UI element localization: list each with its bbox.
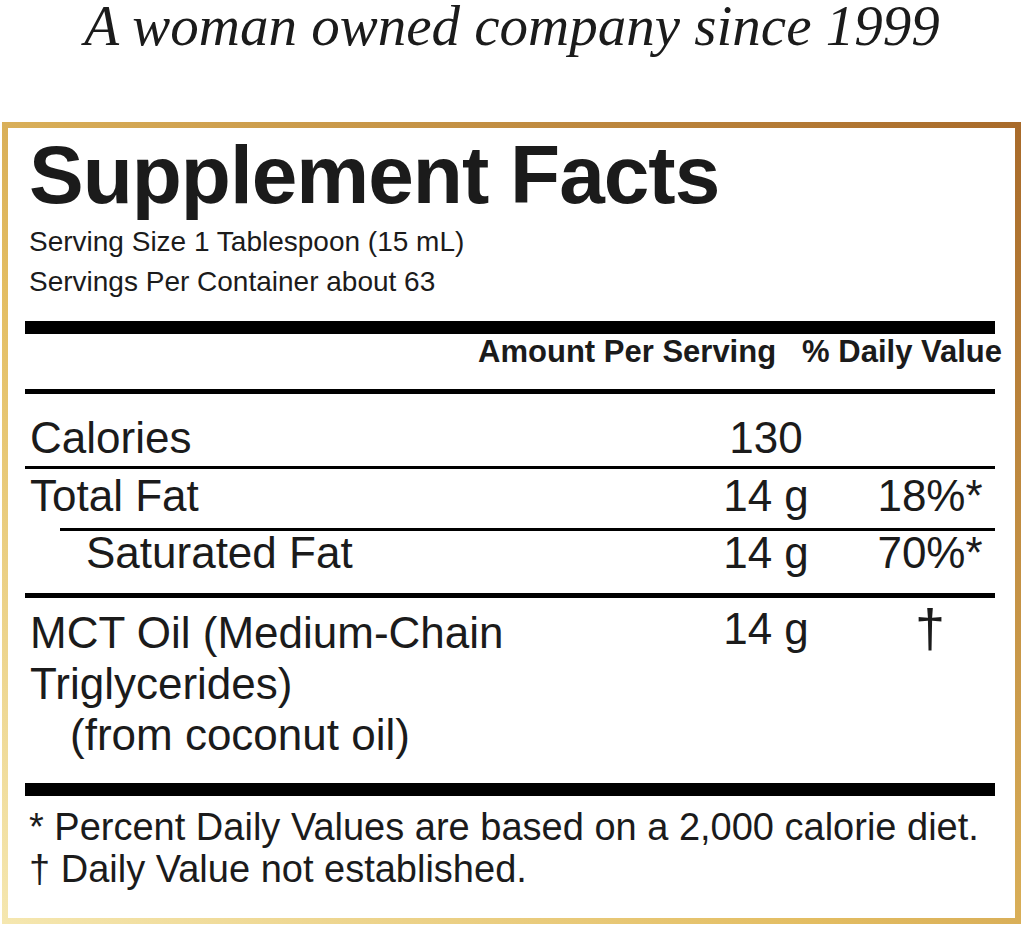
company-tagline: A woman owned company since 1999 <box>0 0 1024 58</box>
total-fat-label: Total Fat <box>25 474 667 518</box>
servings-per-container: Servings Per Container about 63 <box>29 268 435 296</box>
serving-size: Serving Size 1 Tablespoon (15 mL) <box>29 228 464 256</box>
saturated-fat-amount: 14 g <box>667 531 865 575</box>
saturated-fat-daily-value: 70%* <box>865 531 995 575</box>
divider-medium-2 <box>25 593 995 598</box>
amount-per-serving-header: Amount Per Serving <box>478 336 776 367</box>
facts-title: Supplement Facts <box>29 134 719 216</box>
mct-oil-label-line1: MCT Oil (Medium-Chain <box>30 608 504 657</box>
footnote-dagger: † Daily Value not established. <box>29 850 527 888</box>
divider-thin-1 <box>25 466 995 469</box>
row-calories: Calories 130 <box>25 416 995 460</box>
total-fat-amount: 14 g <box>667 474 865 518</box>
daily-value-header: % Daily Value <box>802 336 1002 367</box>
saturated-fat-label: Saturated Fat <box>25 531 667 575</box>
supplement-facts-box: Supplement Facts Serving Size 1 Tablespo… <box>2 122 1021 924</box>
divider-thick-bottom <box>25 783 995 796</box>
column-headers: Amount Per Serving % Daily Value <box>25 336 1002 367</box>
row-mct-oil: MCT Oil (Medium-Chain Triglycerides) (fr… <box>25 607 995 760</box>
row-total-fat: Total Fat 14 g 18%* <box>25 474 995 518</box>
calories-label: Calories <box>25 416 667 460</box>
mct-oil-daily-value: † <box>865 601 995 760</box>
facts-panel-inner: Supplement Facts Serving Size 1 Tablespo… <box>8 128 1015 918</box>
calories-amount: 130 <box>667 416 865 460</box>
total-fat-daily-value: 18%* <box>865 474 995 518</box>
mct-oil-amount: 14 g <box>667 607 865 760</box>
mct-oil-label: MCT Oil (Medium-Chain Triglycerides) (fr… <box>25 607 667 760</box>
row-saturated-fat: Saturated Fat 14 g 70%* <box>25 531 995 575</box>
calories-daily-value <box>865 416 995 460</box>
divider-medium-1 <box>25 389 995 394</box>
divider-thick-top <box>25 321 995 334</box>
mct-oil-label-line3: (from coconut oil) <box>30 710 410 759</box>
footnote-daily-values: * Percent Daily Values are based on a 2,… <box>29 808 979 846</box>
mct-oil-label-line2: Triglycerides) <box>30 659 292 708</box>
